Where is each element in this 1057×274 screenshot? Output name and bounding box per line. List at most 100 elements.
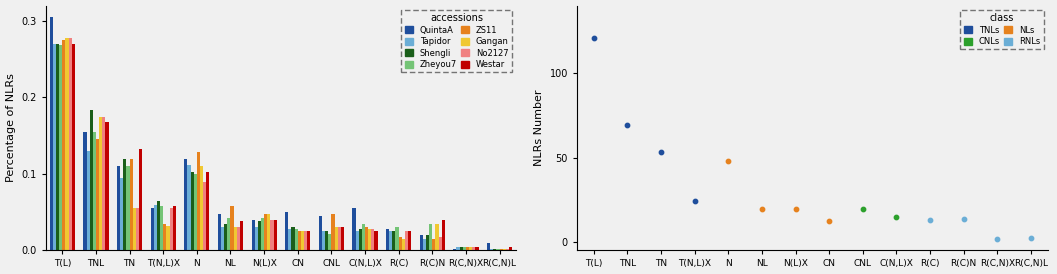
Bar — [392, 231, 395, 250]
Bar — [50, 17, 53, 250]
Point — [754, 207, 771, 211]
Point — [720, 159, 737, 163]
Bar — [184, 159, 187, 250]
Bar — [304, 231, 308, 250]
Bar — [203, 182, 206, 250]
Bar — [308, 231, 311, 250]
Bar — [160, 206, 163, 250]
Bar — [292, 227, 295, 250]
Point — [888, 215, 905, 219]
Bar — [218, 214, 221, 250]
Bar — [285, 212, 289, 250]
Bar — [395, 227, 398, 250]
Legend: QuintaA, Tapidor, Shengli, Zheyou7, ZS11, Gangan, No2127, Westar: QuintaA, Tapidor, Shengli, Zheyou7, ZS11… — [402, 10, 513, 72]
Bar — [56, 44, 59, 250]
Bar — [289, 229, 292, 250]
Bar — [124, 159, 127, 250]
Bar — [371, 229, 374, 250]
Bar — [274, 220, 277, 250]
Bar — [319, 216, 322, 250]
Bar — [476, 247, 479, 250]
Bar — [509, 247, 513, 250]
Bar — [69, 38, 72, 250]
Bar — [398, 237, 402, 250]
Bar — [337, 227, 340, 250]
Bar — [163, 224, 166, 250]
Bar — [503, 249, 506, 250]
Bar — [374, 231, 377, 250]
Bar — [140, 149, 143, 250]
Point — [586, 35, 602, 40]
Bar — [206, 172, 209, 250]
Bar — [153, 204, 156, 250]
Bar — [156, 201, 160, 250]
Point — [1022, 236, 1039, 240]
Bar — [460, 247, 463, 250]
Bar — [368, 229, 371, 250]
Bar — [432, 239, 435, 250]
Bar — [500, 249, 503, 250]
Bar — [150, 208, 153, 250]
Bar — [172, 206, 175, 250]
Point — [854, 207, 871, 211]
Bar — [420, 235, 423, 250]
Point — [820, 219, 837, 223]
Bar — [389, 231, 392, 250]
Bar — [117, 166, 120, 250]
Bar — [72, 44, 75, 250]
Bar — [133, 208, 136, 250]
Bar — [62, 40, 66, 250]
Bar — [127, 166, 130, 250]
Bar — [258, 221, 261, 250]
Bar — [322, 231, 326, 250]
Point — [989, 236, 1006, 241]
Bar — [237, 227, 240, 250]
Bar — [453, 249, 457, 250]
Bar — [457, 247, 460, 250]
Bar — [230, 206, 234, 250]
Bar — [130, 159, 133, 250]
Bar — [435, 224, 439, 250]
Point — [922, 218, 939, 222]
Bar — [120, 178, 124, 250]
Bar — [271, 220, 274, 250]
Bar — [197, 152, 200, 250]
Bar — [340, 227, 344, 250]
Bar — [96, 139, 99, 250]
Point — [787, 207, 804, 211]
Bar — [187, 165, 190, 250]
Bar — [301, 231, 304, 250]
Bar — [487, 243, 490, 250]
Bar — [103, 116, 106, 250]
Bar — [358, 229, 361, 250]
Bar — [84, 132, 87, 250]
Bar — [166, 226, 169, 250]
Bar — [463, 247, 466, 250]
Bar — [87, 151, 90, 250]
Bar — [240, 221, 243, 250]
Bar — [472, 247, 476, 250]
Bar — [255, 227, 258, 250]
Bar — [136, 208, 140, 250]
Y-axis label: NLRs Number: NLRs Number — [534, 90, 544, 166]
Point — [686, 198, 703, 203]
Bar — [442, 220, 445, 250]
Bar — [352, 208, 355, 250]
Bar — [169, 208, 172, 250]
Point — [956, 217, 972, 221]
Legend: TNLs, CNLs, NLs, RNLs: TNLs, CNLs, NLs, RNLs — [960, 10, 1043, 49]
Bar — [295, 229, 298, 250]
Bar — [386, 229, 389, 250]
Bar — [90, 110, 93, 250]
Bar — [59, 45, 62, 250]
Bar — [221, 227, 224, 250]
Bar — [355, 231, 358, 250]
Bar — [429, 224, 432, 250]
Bar — [264, 214, 267, 250]
Bar — [93, 132, 96, 250]
Bar — [66, 38, 69, 250]
Y-axis label: Percentage of NLRs: Percentage of NLRs — [5, 73, 16, 182]
Bar — [190, 172, 193, 250]
Bar — [426, 235, 429, 250]
Bar — [506, 249, 509, 250]
